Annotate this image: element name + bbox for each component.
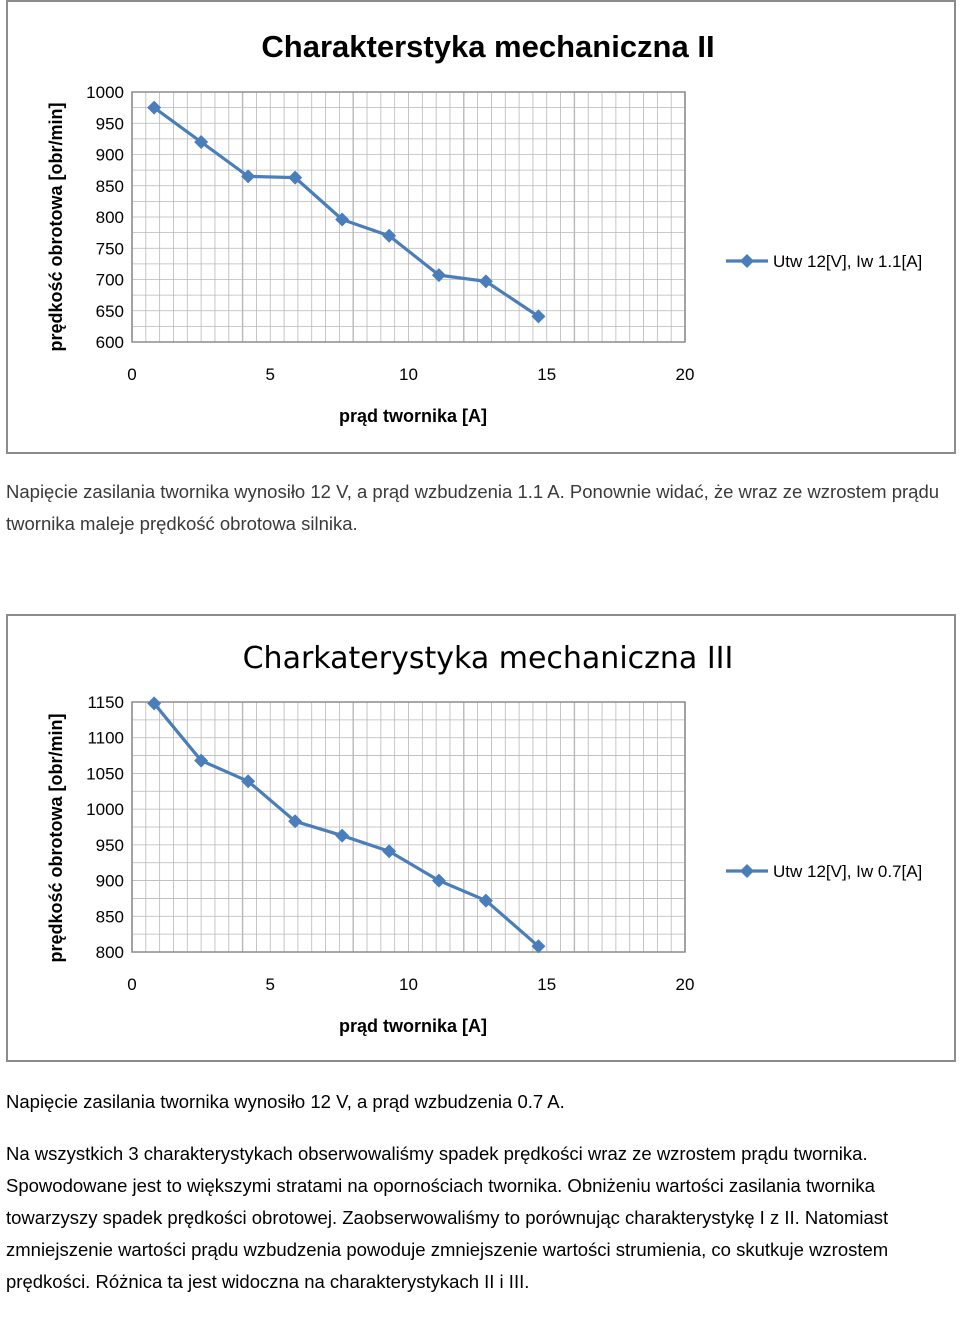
chart-2-svg: Charakterstyka mechaniczna II 600 650 700 75…: [46, 29, 922, 426]
data-point-marker: [335, 828, 350, 843]
series-line: [152, 702, 540, 948]
x-tick-label: 5: [266, 365, 275, 384]
x-axis-label: prąd twornika [A]: [339, 1016, 487, 1036]
data-point-marker: [382, 844, 397, 859]
data-point-marker: [241, 774, 256, 789]
legend-marker: [740, 254, 754, 268]
chart-title: Charakterstyka mechaniczna II: [261, 29, 714, 64]
data-point-marker: [194, 135, 209, 149]
y-tick-label: 1150: [87, 693, 124, 712]
x-tick-label: 15: [537, 365, 556, 384]
y-tick-label: 800: [96, 943, 124, 962]
x-tick-label: 10: [399, 365, 418, 384]
data-point-marker: [335, 212, 350, 227]
x-tick-label: 5: [266, 975, 275, 994]
y-tick-label: 850: [96, 177, 124, 196]
legend-marker: [740, 864, 754, 878]
data-point-marker: [288, 814, 303, 829]
data-point-marker: [478, 274, 493, 289]
legend-label: Utw 12[V], Iw 1.1[A]: [773, 252, 922, 271]
paragraph-conclusions: Na wszystkich 3 charakterystykach obserw…: [6, 1143, 889, 1292]
y-tick-label: 850: [96, 907, 124, 926]
y-tick-label: 600: [96, 333, 124, 352]
y-axis-label: prędkość obrotowa [obr/min]: [46, 713, 66, 962]
chart-grid: [131, 91, 686, 343]
y-tick-label: 950: [96, 114, 124, 133]
data-point-marker: [531, 939, 546, 954]
y-tick-label: 900: [96, 872, 124, 891]
data-point-marker: [382, 228, 397, 243]
plot-area-border: [131, 91, 686, 343]
y-tick-label: 1050: [86, 764, 124, 783]
x-tick-label: 0: [127, 365, 136, 384]
x-tick-label: 15: [537, 975, 556, 994]
x-axis-label: prąd twornika [A]: [339, 406, 487, 426]
data-point-marker: [531, 309, 546, 324]
y-tick-label: 800: [96, 208, 124, 227]
x-tick-label: 20: [676, 365, 695, 384]
data-point-marker: [478, 893, 493, 908]
y-tick-label: 1000: [86, 800, 124, 819]
y-tick-label: 650: [96, 302, 124, 321]
x-tick-label: 20: [676, 975, 695, 994]
y-tick-label: 700: [96, 271, 124, 290]
y-tick-label: 900: [96, 146, 124, 165]
data-point-marker: [147, 100, 162, 115]
x-tick-label: 10: [399, 975, 418, 994]
y-tick-label: 1000: [86, 83, 124, 102]
data-point-marker: [431, 873, 446, 888]
data-point-marker: [194, 753, 209, 768]
paragraph-chart3-note: Napięcie zasilania twornika wynosiło 12 …: [6, 1091, 565, 1112]
paragraph-chart2-note: Napięcie zasilania twornika wynosiło 12 …: [6, 481, 940, 534]
x-tick-label: 0: [127, 975, 136, 994]
y-tick-label: 950: [96, 836, 124, 855]
data-point-marker: [431, 268, 446, 283]
data-point-marker: [288, 170, 303, 185]
y-tick-label: 750: [96, 239, 124, 258]
y-tick-label: 1100: [87, 729, 124, 748]
chart-mechanical-characteristic-3: Charkaterystyka mechaniczna III 800 850 900…: [6, 614, 956, 1062]
legend-label: Utw 12[V], Iw 0.7[A]: [773, 862, 922, 881]
chart-title: Charkaterystyka mechaniczna III: [243, 641, 734, 676]
data-point-marker: [241, 169, 256, 184]
chart-grid: [131, 701, 686, 953]
data-point-marker: [147, 696, 162, 711]
chart-3-svg: Charkaterystyka mechaniczna III 800 850 900…: [46, 641, 922, 1036]
plot-area-border: [131, 701, 686, 953]
y-axis-label: prędkość obrotowa [obr/min]: [46, 102, 66, 351]
chart-mechanical-characteristic-2: Charakterstyka mechaniczna II 600 650 700 75…: [6, 0, 956, 454]
